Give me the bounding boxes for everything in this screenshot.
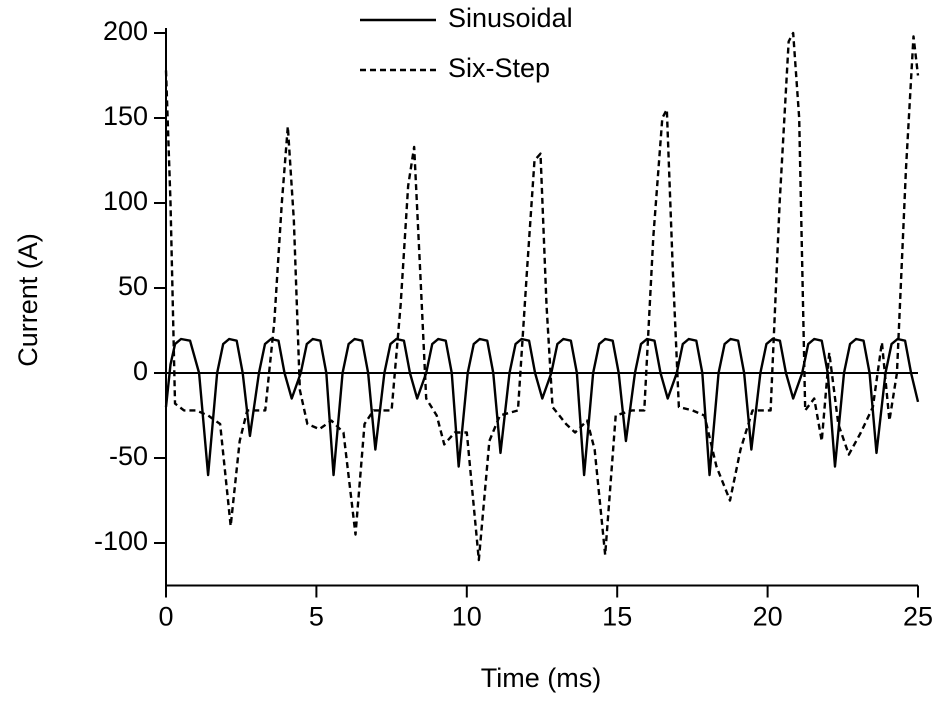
- y-tick-label: -50: [109, 441, 148, 471]
- x-tick-label: 0: [158, 602, 173, 632]
- y-tick-label: 0: [133, 356, 148, 386]
- y-tick-label: 50: [118, 271, 148, 301]
- x-tick-label: 5: [309, 602, 324, 632]
- data-line: [164, 337, 920, 477]
- y-axis-title: Current (A): [13, 233, 43, 367]
- y-tick-label: 200: [103, 16, 148, 46]
- x-tick-label: 10: [452, 602, 482, 632]
- data-line: [164, 31, 920, 562]
- x-tick-label: 15: [602, 602, 632, 632]
- y-tick-label: -100: [94, 526, 148, 556]
- y-tick-label: 100: [103, 186, 148, 216]
- x-tick-label: 25: [903, 602, 933, 632]
- x-axis-title: Time (ms): [481, 663, 601, 693]
- legend-label: Six-Step: [448, 53, 550, 83]
- legend-label: Sinusoidal: [448, 3, 573, 33]
- y-tick-label: 150: [103, 101, 148, 131]
- x-tick-label: 20: [753, 602, 783, 632]
